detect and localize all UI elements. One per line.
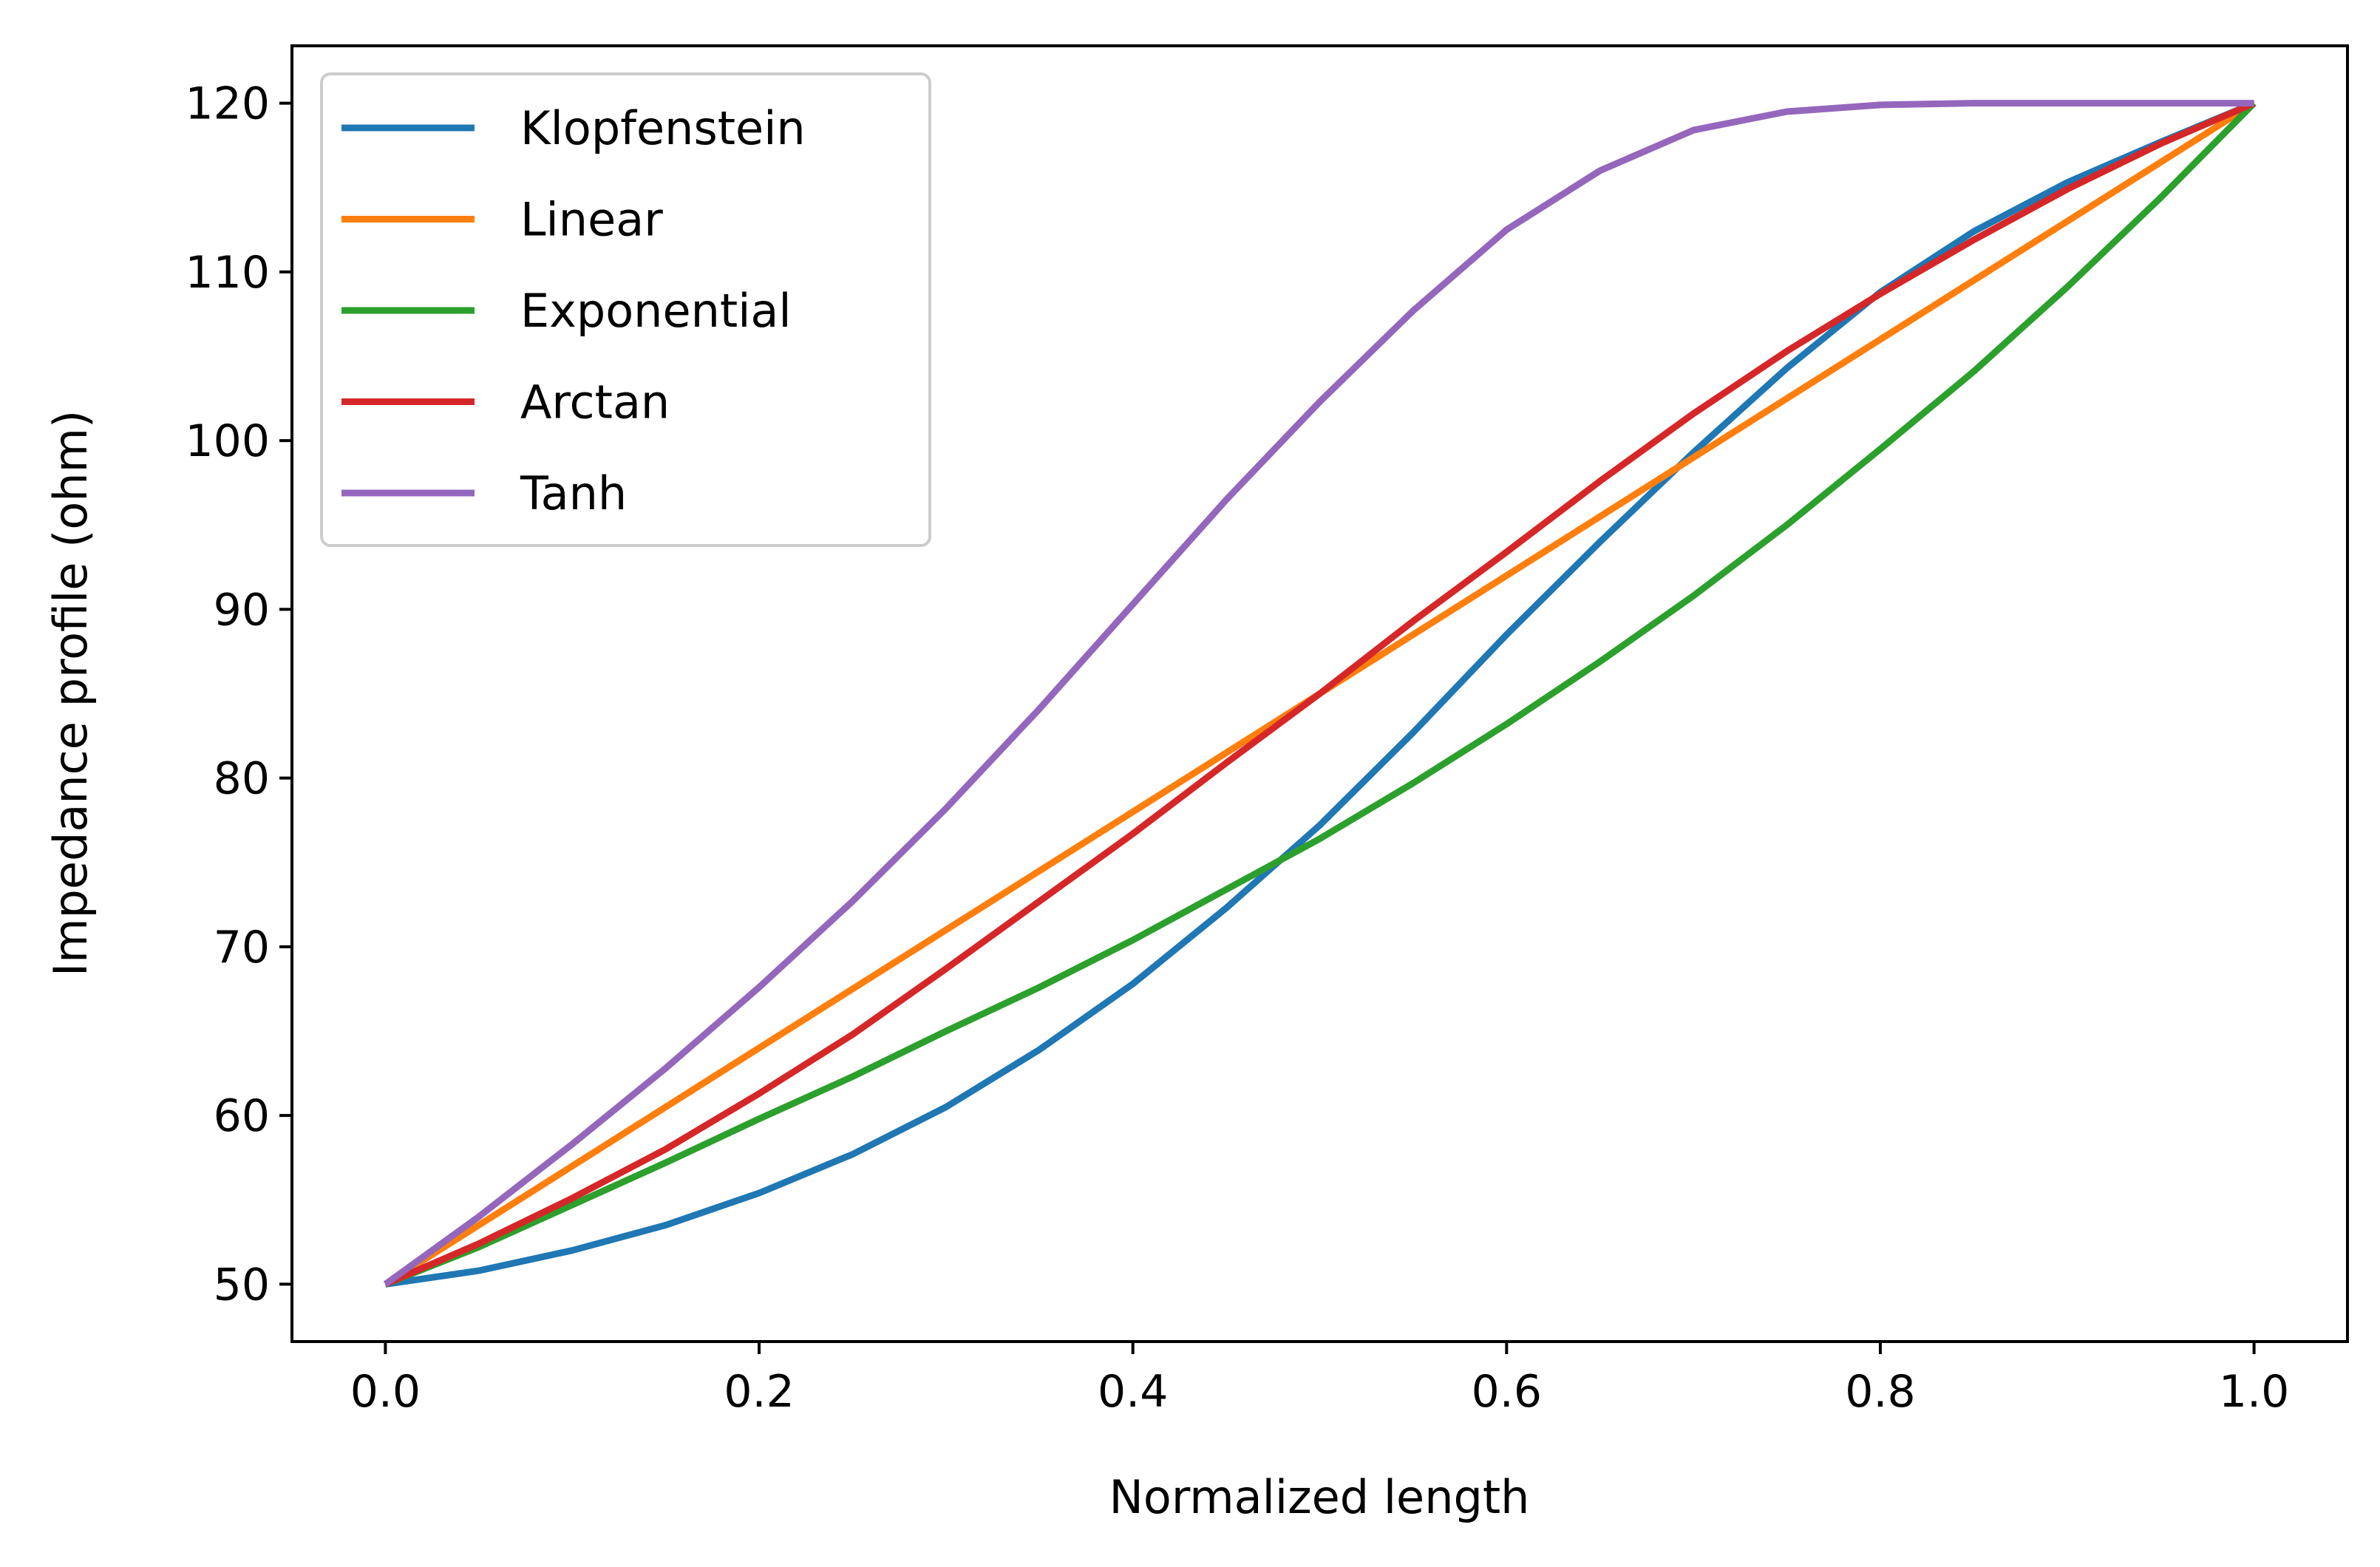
plot-area-frame: [290, 44, 2349, 1343]
legend-label-linear: Linear: [520, 193, 663, 247]
x-tick-label: 0.8: [1845, 1366, 1915, 1418]
legend: Klopfenstein Linear Exponential Arctan Tanh: [320, 72, 931, 547]
legend-label-exponential: Exponential: [520, 284, 792, 338]
y-tick-label: 50: [214, 1259, 270, 1311]
x-tick-label: 0.4: [1098, 1366, 1168, 1418]
x-axis-label: Normalized length: [1109, 1470, 1530, 1524]
y-tick-label: 120: [185, 78, 270, 130]
legend-box: [320, 72, 931, 547]
legend-label-klopfenstein: Klopfenstein: [520, 101, 806, 155]
series-line-exponential: [384, 101, 2257, 1288]
y-axis-label: Impedance profile (ohm): [44, 410, 98, 976]
series-line-tanh: [383, 100, 2254, 1288]
x-tick-label: 0.0: [350, 1366, 421, 1418]
series-line-klopfenstein: [384, 100, 2256, 1288]
y-tick-label: 110: [185, 247, 270, 299]
x-tick-label: 0.6: [1472, 1366, 1542, 1418]
x-tick-label: 1.0: [2219, 1366, 2289, 1418]
y-tick-label: 60: [214, 1090, 270, 1142]
y-tick-label: 80: [214, 753, 270, 805]
legend-label-tanh: Tanh: [520, 466, 627, 520]
series-layer: [383, 100, 2257, 1288]
y-tick-label: 100: [185, 415, 270, 467]
legend-label-arctan: Arctan: [520, 375, 670, 429]
ticks-layer: 0.0 0.2 0.4 0.6 0.8 1.0 50 60 70 80 90 100 110 120: [185, 78, 2289, 1418]
series-line-arctan: [384, 100, 2256, 1288]
y-tick-label: 90: [214, 584, 270, 636]
y-tick-label: 70: [214, 922, 270, 973]
x-tick-label: 0.2: [724, 1366, 794, 1418]
